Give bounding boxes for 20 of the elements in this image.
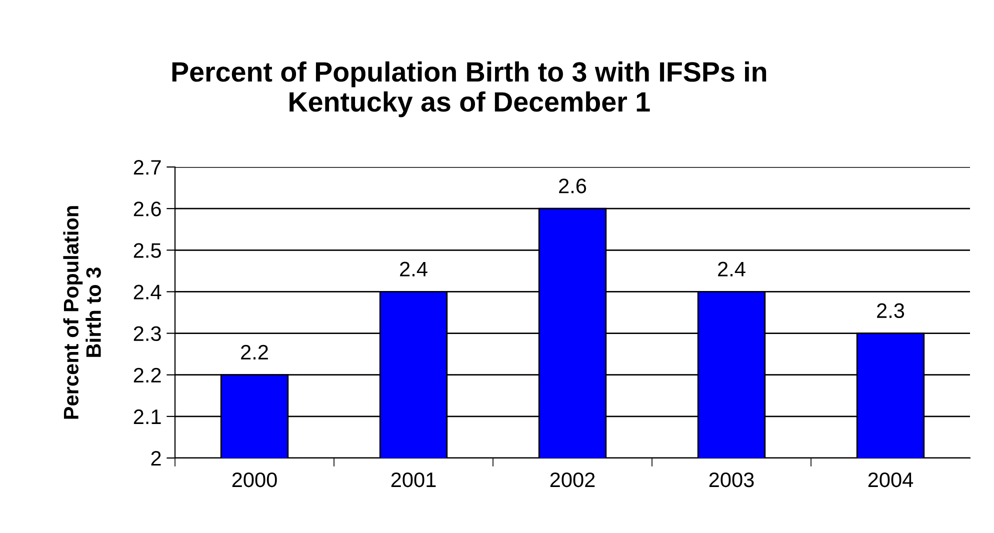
y-tick-label: 2.6 bbox=[134, 202, 161, 216]
y-tick-label: 2 bbox=[151, 451, 161, 466]
y-axis-title: Percent of Population Birth to 3 bbox=[63, 206, 101, 419]
y-tick-label: 2.7 bbox=[134, 160, 161, 175]
y-tick-label: 2.4 bbox=[134, 284, 162, 300]
x-tick-label: 2002 bbox=[550, 472, 595, 488]
x-tick-label: 2001 bbox=[391, 472, 436, 488]
y-tick-label: 2.1 bbox=[134, 409, 161, 424]
x-tick-label: 2000 bbox=[232, 472, 277, 488]
data-label: 2.4 bbox=[718, 262, 746, 276]
data-label: 2.3 bbox=[877, 303, 904, 318]
x-tick-label: 2003 bbox=[709, 472, 754, 488]
y-tick-label: 2.5 bbox=[134, 243, 161, 258]
data-label: 2.4 bbox=[400, 262, 428, 276]
data-label: 2.6 bbox=[559, 178, 586, 194]
data-label: 2.2 bbox=[241, 344, 268, 360]
chart-title: Percent of Population Birth to 3 with IFSPs in Kentucky as of December 1 bbox=[172, 61, 766, 118]
y-tick-label: 2.3 bbox=[134, 326, 161, 342]
y-tick-label: 2.2 bbox=[134, 368, 161, 382]
x-tick-label: 2004 bbox=[868, 472, 914, 488]
